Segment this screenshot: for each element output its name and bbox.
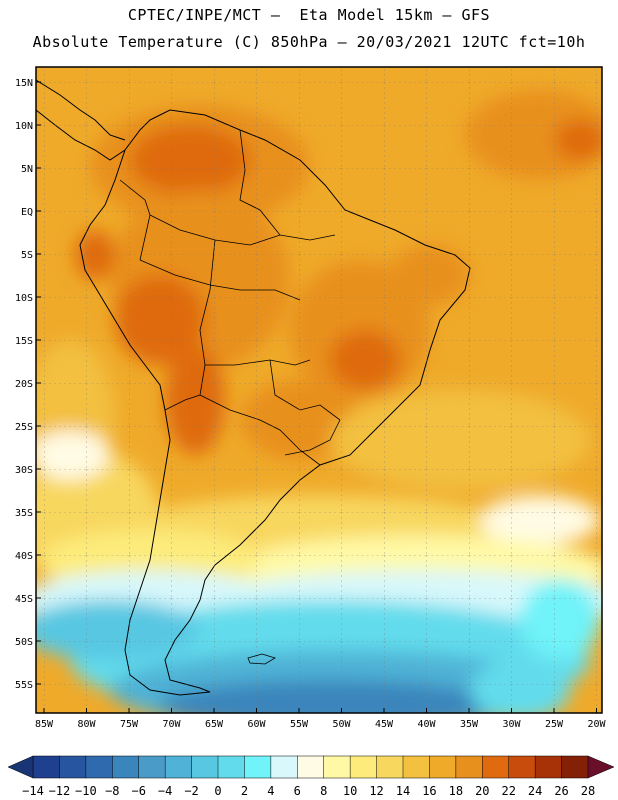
map-title-line1: CPTEC/INPE/MCT – Eta Model 15km – GFS — [127, 6, 491, 24]
colorbar-high-arrow — [587, 755, 615, 779]
lon-label: 55W — [290, 719, 309, 730]
lat-label: 15S — [15, 336, 33, 347]
colorbar-swatch — [191, 755, 219, 779]
temperature-field — [36, 67, 602, 713]
colorbar-label: −12 — [49, 784, 71, 798]
colorbar-swatch — [323, 755, 351, 779]
map-frame — [35, 66, 603, 714]
lat-label: EQ — [21, 207, 33, 218]
colorbar-swatch — [59, 755, 87, 779]
lon-label: 60W — [247, 719, 266, 730]
colorbar-swatch — [455, 755, 483, 779]
colorbar-label: 24 — [528, 784, 542, 798]
lon-label: 65W — [205, 719, 224, 730]
lon-label: 20W — [587, 719, 606, 730]
lat-label: 30S — [15, 465, 33, 476]
colorbar-swatch — [164, 755, 193, 779]
lat-label: 20S — [15, 379, 33, 390]
longitude-axis: 85W 80W 75W 70W 65W 60W 55W 50W 45W 40W 35W 30W 25W 2… — [35, 708, 607, 730]
colorbar-swatch — [112, 755, 140, 779]
lon-label: 50W — [332, 719, 351, 730]
colorbar-label: 16 — [422, 784, 436, 798]
lon-label: 85W — [35, 719, 54, 730]
lon-label: 75W — [120, 719, 139, 730]
colorbar-swatch — [297, 755, 325, 779]
colorbar-low-arrow — [7, 755, 34, 779]
colorbar-swatch — [217, 755, 245, 779]
colorbar-label: −4 — [158, 784, 172, 798]
colorbar-swatch — [482, 755, 510, 779]
lon-label: 80W — [77, 719, 96, 730]
map-title-line2: Absolute Temperature (C) 850hPa – 20/03/… — [32, 33, 586, 51]
lon-label: 40W — [417, 719, 436, 730]
colorbar-swatch — [349, 755, 378, 779]
colorbar-label: 14 — [396, 784, 410, 798]
colorbar-label: 22 — [501, 784, 515, 798]
lon-label: 45W — [375, 719, 394, 730]
lat-label: 15N — [15, 78, 33, 89]
lat-label: 10N — [15, 121, 33, 132]
colorbar-swatch — [138, 755, 166, 779]
colorbar-swatch — [85, 755, 113, 779]
lon-label: 35W — [460, 719, 479, 730]
colorbar-label: 28 — [581, 784, 595, 798]
colorbar-label: 4 — [267, 784, 274, 798]
colorbar-label: −10 — [75, 784, 97, 798]
colorbar-swatch — [561, 755, 589, 779]
colorbar-label: 10 — [343, 784, 357, 798]
lat-label: 55S — [15, 680, 33, 691]
lon-label: 70W — [162, 719, 181, 730]
lat-label: 25S — [15, 422, 33, 433]
lat-label: 50S — [15, 637, 33, 648]
lat-label: 40S — [15, 551, 33, 562]
latitude-axis: 15N 10N 5N EQ 5S 10S 15S 20S 25S 30S 35S 40S 45S 50S 5… — [15, 78, 41, 691]
colorbar-label: −2 — [184, 784, 198, 798]
colorbar-label: −6 — [131, 784, 145, 798]
colorbar-label: 2 — [241, 784, 248, 798]
lon-label: 30W — [502, 719, 521, 730]
temperature-colorbar — [7, 755, 615, 779]
colorbar-swatch — [534, 755, 563, 779]
colorbar-label: −14 — [22, 784, 44, 798]
colorbar-label: 0 — [214, 784, 221, 798]
lat-label: 45S — [15, 594, 33, 605]
colorbar-swatch — [429, 755, 457, 779]
lat-label: 5S — [21, 250, 33, 261]
lat-label: 35S — [15, 508, 33, 519]
colorbar-swatch — [32, 755, 60, 779]
colorbar-swatch — [508, 755, 536, 779]
colorbar-label: 8 — [320, 784, 327, 798]
colorbar-labels: −14 −12 −10 −8 −6 −4 −2 0 2 4 6 8 10 12 14 16 18 20 22 24 26… — [22, 784, 595, 798]
colorbar-label: 6 — [294, 784, 301, 798]
colorbar-label: 12 — [369, 784, 383, 798]
colorbar-label: 18 — [449, 784, 463, 798]
lat-label: 10S — [15, 293, 33, 304]
colorbar-swatch — [270, 755, 298, 779]
colorbar-label: 20 — [475, 784, 489, 798]
colorbar-swatch — [244, 755, 272, 779]
colorbar-swatch — [402, 755, 430, 779]
colorbar-swatch — [376, 755, 404, 779]
lat-label: 5N — [21, 164, 33, 175]
colorbar-label: 26 — [554, 784, 568, 798]
lon-label: 25W — [545, 719, 564, 730]
colorbar-label: −8 — [105, 784, 119, 798]
